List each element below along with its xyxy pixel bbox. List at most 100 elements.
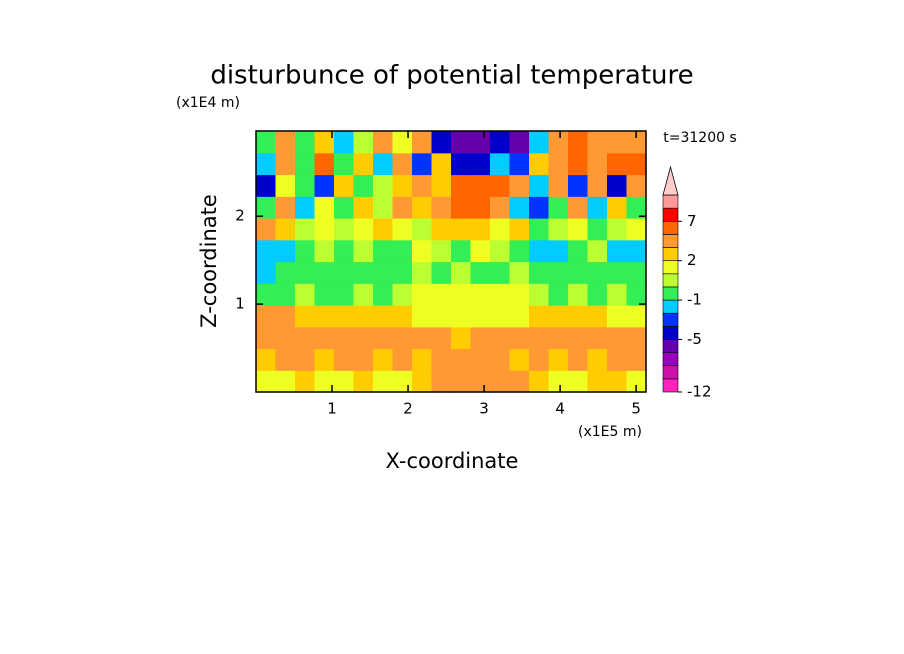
y-axis-title: Z-coordinate [197, 194, 221, 328]
contour-cell [256, 305, 277, 328]
time-label: t=31200 s [663, 130, 737, 146]
contour-cell [626, 218, 647, 241]
contour-cell [568, 261, 589, 284]
contour-cell [412, 283, 433, 306]
contour-cell [470, 152, 491, 176]
contour-cell [548, 261, 569, 284]
contour-cell [470, 261, 491, 284]
contour-cell [412, 131, 433, 154]
contour-cell [529, 305, 550, 328]
contour-cell [256, 196, 277, 219]
contour-cell [470, 283, 491, 306]
contour-cell [373, 131, 394, 154]
contour-cell [373, 174, 394, 197]
contour-cell [314, 348, 335, 371]
contour-cell [334, 261, 355, 284]
contour-cell [451, 283, 472, 306]
chart-title: disturbunce of potential temperature [210, 61, 693, 91]
contour-cell [314, 261, 335, 284]
contour-cell [256, 261, 277, 284]
contour-cell [568, 326, 589, 350]
contour-cell [626, 152, 647, 176]
contour-cell [295, 174, 316, 197]
contour-cell [256, 348, 277, 371]
contour-cell [392, 326, 413, 350]
contour-cell [412, 326, 433, 350]
contour-cell [256, 283, 277, 306]
contour-cell [314, 174, 335, 197]
contour-cell [295, 131, 316, 154]
contour-cell [256, 174, 277, 197]
contour-cell [548, 131, 569, 154]
contour-cell [626, 131, 647, 154]
contour-cell [626, 261, 647, 284]
contour-cell [626, 326, 647, 350]
contour-cell [470, 174, 491, 197]
contour-cell [275, 326, 296, 350]
colorbar-label: -5 [687, 330, 702, 348]
contour-cell [431, 326, 452, 350]
contour-cell [626, 370, 647, 393]
contour-cell [626, 348, 647, 371]
x-tick-label: 5 [631, 400, 641, 418]
contour-cell [353, 218, 374, 241]
contour-cell [431, 196, 452, 219]
contour-cell [295, 283, 316, 306]
contour-cell [275, 196, 296, 219]
contour-cell [412, 218, 433, 241]
contour-cell [587, 261, 608, 284]
contour-cell [470, 348, 491, 371]
contour-cell [451, 196, 472, 219]
contour-cell [373, 239, 394, 263]
contour-cell [314, 283, 335, 306]
contour-cell [509, 152, 530, 176]
contour-cell [353, 261, 374, 284]
plot-frame [255, 130, 647, 393]
contour-cell [607, 218, 628, 241]
contour-cell [314, 152, 335, 176]
contour-cell [392, 174, 413, 197]
contour-cell [275, 305, 296, 328]
contour-cell [392, 261, 413, 284]
contour-cell [314, 370, 335, 393]
colorbar-box [662, 234, 679, 248]
y-unit: (x1E4 m) [176, 95, 240, 111]
contour-cell [431, 174, 452, 197]
contour-cell [334, 326, 355, 350]
contour-cell [451, 131, 472, 154]
contour-cell [490, 131, 511, 154]
contour-cell [607, 326, 628, 350]
contour-cell [412, 239, 433, 263]
contour-cell [529, 348, 550, 371]
contour-cell [412, 370, 433, 393]
colorbar-box [662, 286, 679, 301]
contour-cell [607, 305, 628, 328]
contour-cell [607, 152, 628, 176]
contour-cell [529, 218, 550, 241]
contour-cell [334, 196, 355, 219]
contour-cell [548, 239, 569, 263]
colorbar-arrow [662, 165, 679, 196]
contour-cell [548, 196, 569, 219]
colorbar-box [662, 299, 679, 314]
contour-cell [490, 239, 511, 263]
contour-cell [334, 239, 355, 263]
contour-cell [353, 196, 374, 219]
contour-cell [353, 131, 374, 154]
contour-cell [373, 326, 394, 350]
contour-cell [392, 239, 413, 263]
contour-cell [490, 326, 511, 350]
contour-cell [509, 131, 530, 154]
contour-cell [470, 131, 491, 154]
contour-cell [353, 283, 374, 306]
contour-cell [314, 326, 335, 350]
contour-cell [587, 174, 608, 197]
colorbar-box [662, 378, 679, 393]
contour-cell [587, 218, 608, 241]
contour-cell [607, 370, 628, 393]
contour-cell [587, 152, 608, 176]
contour-cell [568, 283, 589, 306]
contour-cell [509, 218, 530, 241]
contour-cell [275, 152, 296, 176]
